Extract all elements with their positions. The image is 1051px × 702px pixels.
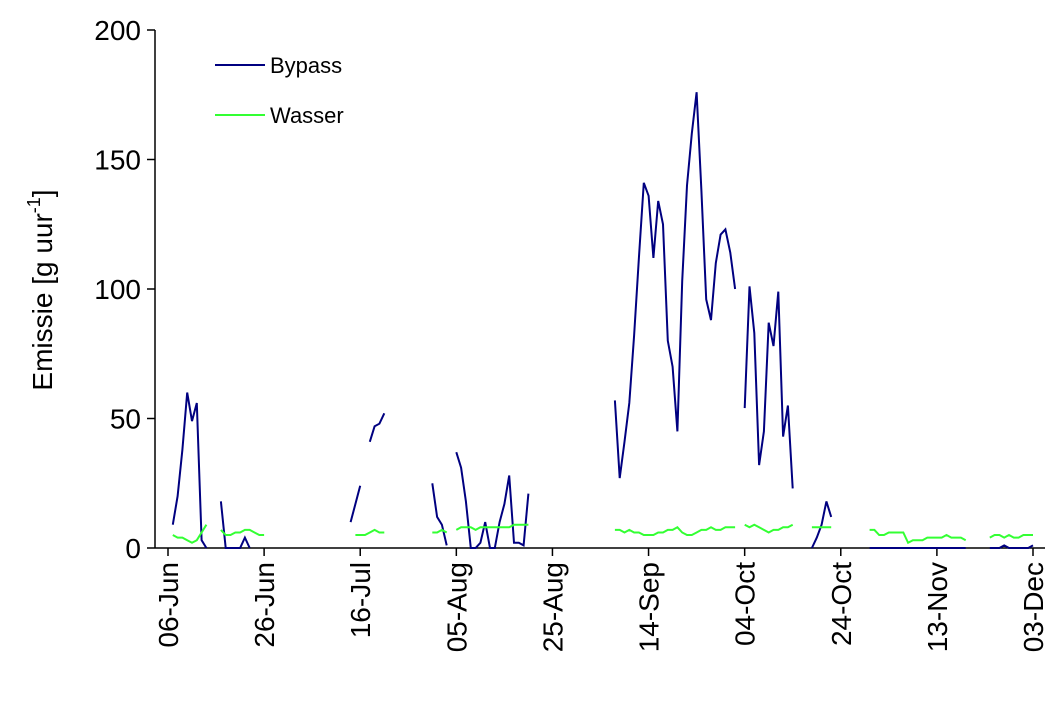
y-axis-label-sup: -1	[24, 197, 44, 213]
x-tick-label: 26-Jun	[249, 562, 280, 648]
y-tick-label: 0	[125, 533, 141, 564]
y-axis-label-end: ]	[27, 189, 58, 197]
legend-label: Wasser	[270, 103, 344, 128]
y-tick-label: 150	[94, 145, 141, 176]
x-tick-label: 05-Aug	[441, 562, 472, 652]
y-axis-label-text: Emissie [g uur	[27, 213, 58, 390]
y-tick-label: 50	[110, 404, 141, 435]
series-line	[172, 523, 1033, 545]
y-axis-label: Emissie [g uur-1]	[24, 189, 58, 390]
x-tick-label: 16-Jul	[345, 562, 376, 638]
legend-label: Bypass	[270, 53, 342, 78]
x-tick-label: 25-Aug	[537, 562, 568, 652]
x-tick-label: 14-Sep	[634, 562, 665, 652]
x-tick-label: 13-Nov	[922, 562, 953, 652]
y-tick-label: 200	[94, 15, 141, 46]
y-tick-label: 100	[94, 274, 141, 305]
series-line	[171, 92, 1034, 549]
x-tick-label: 24-Oct	[826, 562, 857, 646]
x-tick-label: 06-Jun	[153, 562, 184, 648]
x-tick-label: 04-Oct	[730, 562, 761, 646]
x-tick-label: 03-Dec	[1018, 562, 1049, 652]
